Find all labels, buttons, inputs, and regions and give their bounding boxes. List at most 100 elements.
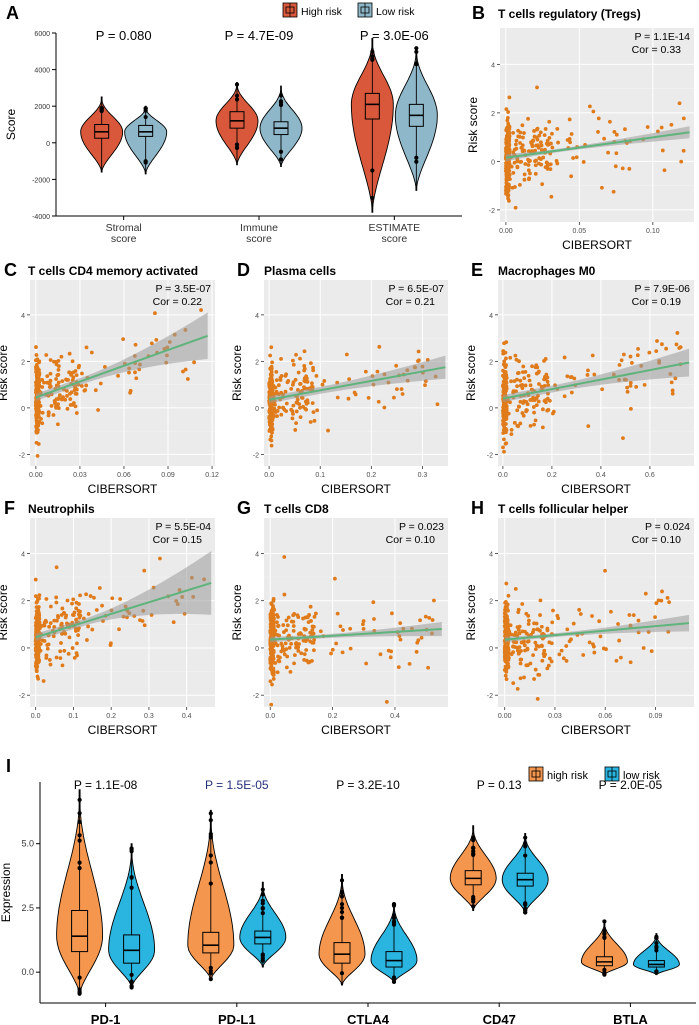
data-point	[377, 344, 382, 349]
data-point	[531, 405, 536, 409]
x-tick-label: 0.00	[499, 228, 513, 235]
outlier-point	[208, 818, 213, 823]
data-point	[581, 160, 586, 164]
data-point	[121, 337, 126, 341]
data-point	[268, 367, 273, 371]
data-point	[524, 611, 529, 616]
data-point	[508, 623, 513, 628]
y-tick-label: 2	[255, 599, 259, 606]
data-point	[538, 628, 542, 633]
data-point	[36, 382, 41, 387]
data-point	[295, 613, 300, 618]
data-point	[419, 635, 424, 640]
outlier-point	[260, 906, 265, 911]
data-point	[45, 643, 50, 647]
data-point	[34, 667, 39, 672]
data-point	[376, 399, 381, 404]
data-point	[534, 143, 539, 148]
data-point	[89, 350, 94, 355]
data-point	[361, 619, 366, 623]
outlier-point	[260, 901, 265, 906]
data-point	[571, 156, 575, 160]
panel-I: 0.0 2.5 5.0 Expression I high risk low risk PD-…	[0, 756, 696, 1025]
data-point	[37, 622, 42, 627]
data-point	[85, 638, 89, 642]
data-point	[34, 622, 39, 627]
data-point	[44, 353, 49, 357]
data-point	[268, 376, 273, 381]
data-point	[525, 639, 530, 644]
data-point	[305, 398, 310, 403]
data-point	[34, 656, 39, 661]
data-point	[305, 615, 310, 620]
data-point	[564, 644, 569, 648]
data-point	[276, 658, 281, 663]
data-point	[384, 700, 389, 704]
data-point	[614, 658, 619, 663]
data-point	[37, 626, 42, 631]
correlation-label: Cor = 0.33	[632, 44, 681, 56]
data-point	[539, 140, 543, 145]
data-point	[533, 163, 538, 168]
data-point	[400, 392, 405, 396]
data-point	[396, 665, 401, 670]
data-point	[36, 442, 41, 446]
data-point	[549, 641, 554, 646]
data-point	[536, 399, 541, 404]
data-point	[565, 138, 570, 142]
plot-background	[264, 518, 448, 707]
data-point	[505, 193, 510, 198]
x-tick-label: 0.0	[264, 472, 274, 479]
data-point	[504, 340, 509, 345]
panel-label: C	[4, 260, 17, 280]
x-tick-label: score	[246, 233, 272, 245]
data-point	[415, 640, 420, 645]
data-point	[567, 117, 572, 122]
data-point	[289, 641, 293, 646]
x-tick-label: 0.09	[649, 713, 663, 720]
data-point	[290, 409, 295, 414]
data-point	[514, 138, 519, 143]
data-point	[34, 627, 39, 632]
panel-label: E	[471, 260, 483, 280]
data-point	[279, 373, 284, 378]
data-point	[304, 376, 309, 381]
data-point	[569, 132, 574, 136]
data-point	[503, 405, 508, 410]
data-point	[75, 641, 79, 646]
y-tick-label: 2	[489, 359, 493, 366]
outlier-point	[391, 920, 397, 925]
data-point	[37, 360, 41, 365]
data-point	[42, 380, 46, 385]
data-point	[504, 356, 508, 361]
data-point	[504, 107, 509, 112]
data-point	[516, 627, 521, 632]
data-point	[314, 373, 319, 378]
outlier-point	[77, 987, 82, 992]
data-point	[283, 641, 288, 646]
data-point	[659, 598, 664, 603]
data-point	[521, 364, 526, 369]
outlier-point	[278, 157, 284, 162]
regression-line	[270, 628, 442, 641]
y-tick-label: -2000	[32, 177, 50, 184]
data-point	[287, 645, 292, 650]
data-point	[84, 592, 88, 597]
regression-line	[35, 582, 212, 639]
data-point	[83, 388, 88, 392]
data-point	[515, 645, 520, 650]
data-point	[515, 384, 519, 389]
data-point	[516, 424, 521, 429]
data-point	[128, 388, 133, 393]
data-point	[502, 411, 507, 416]
data-point	[547, 656, 552, 661]
data-point	[620, 166, 625, 171]
data-point	[269, 386, 274, 391]
data-point	[515, 408, 520, 413]
data-point	[503, 369, 508, 374]
data-point	[516, 128, 521, 133]
data-point	[291, 380, 296, 385]
y-tick-label: 0	[21, 406, 25, 413]
data-point	[641, 646, 646, 650]
data-point	[48, 358, 53, 362]
